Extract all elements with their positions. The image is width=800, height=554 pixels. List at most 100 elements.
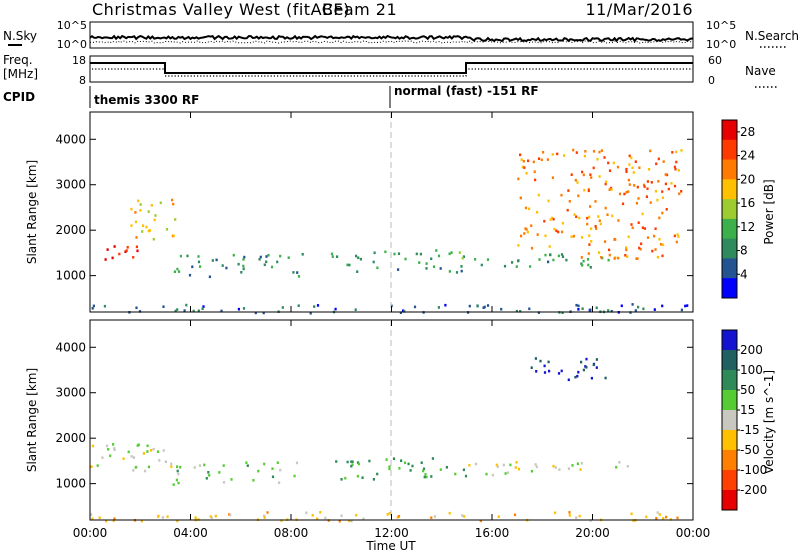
velocity-echo-cell bbox=[351, 460, 354, 463]
power-echo-cell bbox=[675, 240, 678, 244]
power-echo-cell bbox=[346, 263, 349, 267]
velocity-echo-cell bbox=[615, 465, 618, 469]
power-echo-cell bbox=[225, 266, 228, 270]
noise-left-tick-top: 10^5 bbox=[57, 19, 87, 32]
power-echo-cell bbox=[258, 258, 261, 261]
power-echo-cell bbox=[577, 308, 580, 311]
power-echo-cell bbox=[605, 180, 608, 184]
power-echo-cell bbox=[138, 310, 142, 313]
power-colorbar: 4 8 12 16 20 24 28 bbox=[721, 119, 755, 299]
velocity-echo-cell bbox=[127, 450, 130, 454]
xtick-label: 20:00 bbox=[575, 526, 610, 540]
power-echo-cell bbox=[675, 160, 678, 164]
power-echo-cell bbox=[419, 252, 422, 256]
velocity-echo-cell bbox=[279, 468, 282, 472]
velocity-echo-cell bbox=[130, 455, 133, 458]
power-echo-cell bbox=[254, 311, 257, 315]
power-echo-cell bbox=[590, 176, 593, 179]
power-echo-cell bbox=[330, 252, 334, 256]
power-echo-cell bbox=[113, 245, 116, 248]
power-echo-cell bbox=[656, 198, 659, 202]
velocity-echo-cell bbox=[263, 462, 266, 466]
velocity-echo-cell bbox=[338, 519, 341, 523]
power-echo-cell bbox=[301, 253, 304, 256]
velocity-echo-cell bbox=[335, 460, 338, 463]
power-echo-cell bbox=[130, 224, 133, 227]
power-echo-cell bbox=[675, 150, 678, 154]
power-echo-cell bbox=[653, 308, 656, 311]
velocity-echo-cell bbox=[580, 461, 583, 465]
velocity-echo-cell bbox=[164, 460, 167, 463]
station-title: Christmas Valley West (fitACF) bbox=[92, 0, 350, 19]
velocity-echo-cell bbox=[513, 513, 517, 517]
power-echo-cell bbox=[267, 253, 270, 257]
velocity-echo-cell bbox=[388, 465, 391, 468]
velocity-echo-cell bbox=[113, 448, 116, 452]
power-echo-cell bbox=[589, 173, 592, 176]
power-echo-cell bbox=[665, 173, 669, 177]
power-echo-cell bbox=[313, 305, 316, 308]
velocity-echo-cell bbox=[585, 366, 588, 369]
velocity-echo-cell bbox=[245, 461, 248, 464]
power-echo-cell bbox=[211, 259, 214, 262]
power-echo-cell bbox=[176, 308, 179, 311]
power-echo-cell bbox=[220, 309, 223, 313]
velocity-echo-cell bbox=[509, 463, 512, 467]
power-echo-cell bbox=[448, 252, 451, 256]
power-echo-cell bbox=[572, 148, 575, 152]
velocity-echo-cell bbox=[662, 516, 665, 520]
velocity-echo-cell bbox=[230, 478, 233, 481]
velocity-echo-cell bbox=[388, 467, 391, 471]
velocity-echo-cell bbox=[218, 471, 221, 474]
power-echo-cell bbox=[581, 264, 584, 267]
power-echo-cell bbox=[656, 255, 659, 259]
velocity-echo-cell bbox=[420, 461, 423, 464]
velocity-echo-cell bbox=[430, 516, 433, 519]
power-echo-cell bbox=[309, 312, 312, 315]
power-echo-cell bbox=[526, 230, 529, 234]
power-echo-cell bbox=[661, 304, 664, 308]
velocity-echo-cell bbox=[425, 475, 428, 479]
colorbar-swatch bbox=[722, 258, 737, 279]
colorbar-tick-label: 20 bbox=[740, 172, 755, 186]
power-echo-cell bbox=[259, 255, 262, 259]
velocity-echo-cell bbox=[113, 447, 116, 450]
power-echo-cell bbox=[627, 235, 630, 239]
velocity-echo-cell bbox=[557, 372, 561, 375]
cpid-program-2: normal (fast) -151 RF bbox=[394, 84, 539, 98]
power-echo-cell bbox=[662, 243, 665, 247]
velocity-echo-cell bbox=[162, 449, 165, 452]
velocity-echo-cell bbox=[177, 481, 180, 485]
velocity-echo-cell bbox=[514, 466, 517, 469]
velocity-echo-cell bbox=[567, 378, 570, 382]
colorbar-swatch bbox=[722, 410, 737, 431]
velocity-echo-cell bbox=[424, 473, 427, 476]
colorbar-tick-label: 16 bbox=[740, 196, 755, 210]
power-echo-cell bbox=[139, 209, 142, 212]
power-echo-cell bbox=[281, 306, 284, 309]
power-echo-cell bbox=[528, 307, 531, 311]
power-echo-cell bbox=[468, 304, 471, 308]
velocity-echo-cell bbox=[464, 474, 468, 478]
power-echo-cell bbox=[635, 201, 638, 205]
power-echo-cell bbox=[174, 309, 177, 313]
power-echo-cell bbox=[237, 307, 240, 311]
power-echo-cell bbox=[265, 260, 268, 264]
power-echo-cell bbox=[92, 304, 95, 308]
power-echo-cell bbox=[237, 262, 240, 266]
power-echo-cell bbox=[444, 303, 447, 307]
power-echo-cell bbox=[589, 266, 592, 269]
power-echo-cell bbox=[373, 251, 376, 255]
power-echo-cell bbox=[404, 257, 407, 261]
velocity-echo-cell bbox=[208, 474, 211, 477]
power-echo-cell bbox=[536, 233, 539, 236]
nave-line bbox=[92, 68, 693, 77]
power-echo-cell bbox=[418, 261, 421, 264]
power-echo-cell bbox=[653, 234, 656, 238]
velocity-echo-cell bbox=[295, 461, 299, 465]
power-echo-cell bbox=[576, 181, 579, 184]
velocity-echo-cell bbox=[170, 465, 173, 468]
power-echo-cell bbox=[640, 242, 643, 246]
power-echo-cell bbox=[583, 188, 586, 192]
noise-sky-label: N.Sky bbox=[3, 29, 37, 43]
